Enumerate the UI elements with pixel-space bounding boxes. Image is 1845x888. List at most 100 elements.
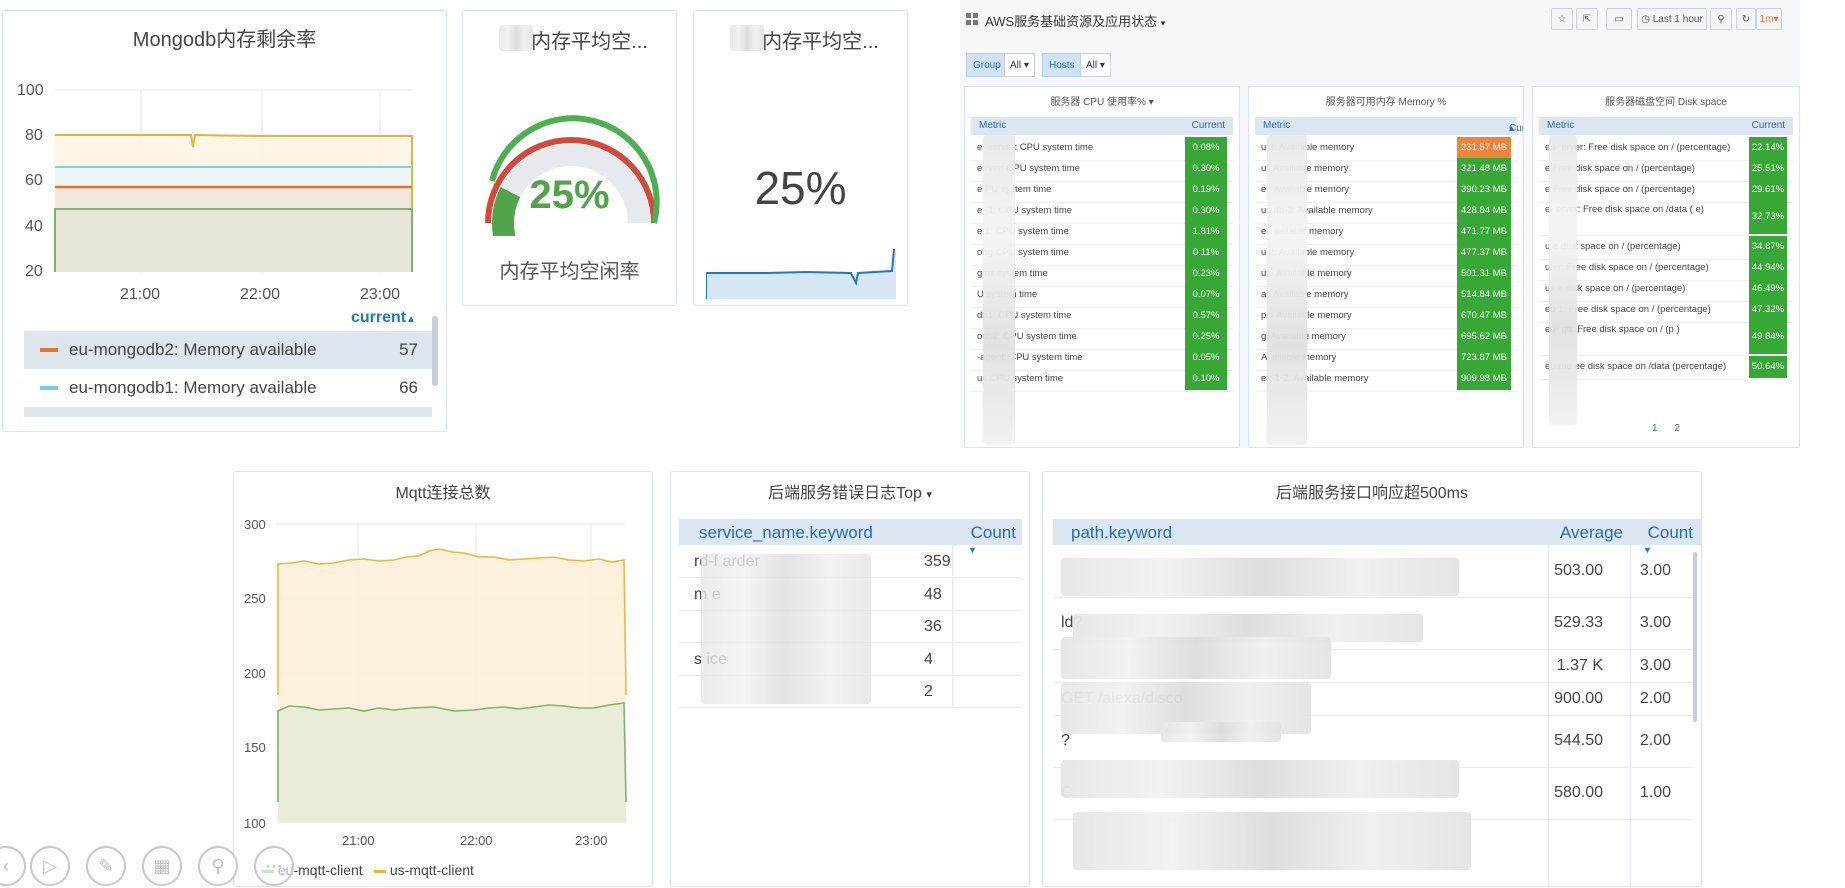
- table-row[interactable]: 2: [679, 675, 1022, 708]
- table-row[interactable]: e -server: CPU system time 0.08%: [971, 136, 1233, 161]
- stat-value: 25%: [754, 162, 847, 214]
- play-button[interactable]: ▷: [30, 846, 70, 886]
- panel-title[interactable]: Mqtt连接总数: [395, 485, 491, 502]
- metric-value: 1.81%: [1185, 221, 1227, 243]
- table-row[interactable]: eu- qtt: Free disk space on / (p ) 49.84%: [1539, 319, 1793, 356]
- metric-value: 0.23%: [1185, 263, 1227, 285]
- table-row[interactable]: 1.37 K 3.00: [1053, 649, 1693, 683]
- column-header-service[interactable]: service_name.keyword: [699, 523, 873, 542]
- page-2-link[interactable]: 2: [1674, 423, 1680, 434]
- metric-value: 909.98 MB: [1457, 368, 1511, 390]
- tv-mode-button[interactable]: ▭: [1606, 8, 1632, 30]
- column-header-average[interactable]: Average: [1559, 523, 1623, 542]
- mqtt-connections-chart[interactable]: 300 250 200 150 100 21:00 22:00 23:00: [234, 502, 654, 862]
- table-row[interactable]: e Free disk space on / (percentage) 29.61…: [1539, 178, 1793, 203]
- panel-title[interactable]: 内存平均空...: [762, 31, 879, 53]
- table-row[interactable]: e Free disk space on / (percentage) 25.51…: [1539, 157, 1793, 182]
- legend-row-partial: [24, 407, 432, 417]
- table-row[interactable]: eq-1-2: Available memory 909.98 MB: [1255, 367, 1517, 392]
- more-options-button[interactable]: ⋯: [254, 846, 294, 886]
- table-scrollbar[interactable]: [1693, 552, 1697, 722]
- table-row[interactable]: e- erver: Free disk space on /data ( e) 3…: [1539, 199, 1793, 236]
- legend-name: us-mqtt-client: [389, 862, 474, 878]
- metric-value: 0.10%: [1185, 368, 1227, 390]
- metric-name: e- erver: Free disk space on /data ( e): [1545, 204, 1704, 215]
- table-row[interactable]: us CPU system time 0.10%: [971, 367, 1233, 392]
- column-header-count[interactable]: Count: [1647, 523, 1693, 542]
- panel-title[interactable]: 服务器 CPU 使用率% ▾: [1050, 97, 1154, 108]
- memory-stat-panel: 内存平均空... 25%: [693, 10, 908, 306]
- metric-name: u 2: Available memory: [1261, 142, 1355, 153]
- panel-title[interactable]: 后端服务接口响应超500ms: [1275, 485, 1469, 502]
- column-header-metric[interactable]: Metric: [1263, 120, 1291, 131]
- table-row[interactable]: u er: Free disk space on / (percentage) 4…: [1539, 256, 1793, 281]
- gauge-threshold-arc: [485, 137, 657, 224]
- zoom-button[interactable]: ⚲: [198, 846, 238, 886]
- slow-api-panel: 后端服务接口响应超500ms path.keyword Average Coun…: [1042, 471, 1702, 888]
- table-row[interactable]: e -1: CPU system time 0.30%: [971, 199, 1233, 224]
- panel-title[interactable]: 内存平均空...: [531, 31, 648, 53]
- metric-value: 670.47 MB: [1457, 305, 1511, 327]
- zoom-out-button[interactable]: ⚲: [1710, 8, 1732, 30]
- table-row[interactable]: e rver: CPU system time 0.30%: [971, 157, 1233, 182]
- magnifier-icon: ⚲: [211, 856, 225, 876]
- y-tick: 200: [244, 666, 266, 681]
- table-row[interactable]: ong CPU system time 0.11%: [971, 241, 1233, 266]
- table-row[interactable]: u 2: Available memory 231.57 MB: [1255, 136, 1517, 161]
- column-header-metric[interactable]: Metric: [1547, 120, 1575, 131]
- table-row[interactable]: 503.00 3.00: [1053, 545, 1693, 598]
- sort-down-icon: ▼: [968, 545, 977, 555]
- time-picker[interactable]: ◷ Last 1 hour: [1637, 8, 1707, 30]
- refresh-button[interactable]: ↻: [1736, 8, 1756, 30]
- table-row[interactable]: eu-mo ee disk space on /data (percentage…: [1539, 355, 1793, 380]
- column-header-current[interactable]: Current: [1191, 120, 1225, 131]
- column-header-metric[interactable]: Metric: [979, 120, 1007, 131]
- table-row[interactable]: db1: CPU system time 0.57%: [971, 304, 1233, 329]
- column-header-count[interactable]: Count: [970, 523, 1016, 542]
- panel-title[interactable]: 服务器磁盘空间 Disk space: [1605, 97, 1727, 108]
- metric-name: db1: CPU system time: [977, 310, 1072, 321]
- dashboard-title[interactable]: AWS服务基础资源及应用状态 ▾: [985, 11, 1165, 30]
- legend-item[interactable]: us-mqtt-client: [374, 862, 474, 878]
- legend-row[interactable]: eu-mongodb1: Memory available 66: [24, 369, 432, 407]
- panel-title[interactable]: Mongodb内存剩余率: [132, 29, 317, 51]
- table-row[interactable]: u 2: Available memory 477.37 MB: [1255, 241, 1517, 266]
- table-row[interactable]: e 1: CPU system time 1.81%: [971, 220, 1233, 245]
- table-row[interactable]: eu- erver: Free disk space on / (percent…: [1539, 136, 1793, 161]
- variable-select-group[interactable]: All ▾: [1004, 53, 1035, 77]
- mongodb-memory-chart[interactable]: 100 80 60 40 20 21:00 22:00 23:00: [3, 61, 448, 361]
- metric-value: 321.48 MB: [1457, 158, 1511, 180]
- slides-grid-button[interactable]: ▦: [142, 846, 182, 886]
- previous-slide-button[interactable]: ‹: [0, 846, 26, 886]
- refresh-interval[interactable]: 1m▾: [1756, 8, 1782, 30]
- x-tick: 21:00: [342, 833, 375, 848]
- table-row[interactable]: us db-3: Available memory 428.84 MB: [1255, 199, 1517, 224]
- legend-name: eu-mongodb2: Memory available: [69, 340, 317, 359]
- clock-icon: ◷: [1641, 14, 1650, 25]
- pen-tool-button[interactable]: ✎: [86, 846, 126, 886]
- variable-select-hosts[interactable]: All ▾: [1080, 53, 1111, 77]
- table-row[interactable]: eu 1: Free disk space on / (percentage) 4…: [1539, 298, 1793, 323]
- column-header-current[interactable]: Current: [1751, 120, 1785, 131]
- metric-name: u e disk space on / (percentage): [1545, 241, 1681, 252]
- panel-title[interactable]: 服务器可用内存 Memory %: [1325, 97, 1447, 108]
- table-row[interactable]: -agent: CPU system time 0.05%: [971, 346, 1233, 371]
- table-row[interactable]: u e disk space on / (percentage) 34.87%: [1539, 235, 1793, 260]
- legend-sort-header[interactable]: current▲: [351, 309, 416, 327]
- table-row[interactable]: odb2: CPU system time 0.25%: [971, 325, 1233, 350]
- gauge-label: 内存平均空闲率: [499, 261, 640, 283]
- page-1-link[interactable]: 1: [1652, 423, 1658, 434]
- panel-title[interactable]: 后端服务错误日志Top ▾: [671, 479, 1029, 503]
- table-row[interactable]: us e disk space on / (percentage) 46.49%: [1539, 277, 1793, 302]
- legend-name: eu-mongodb1: Memory available: [69, 378, 317, 397]
- legend-scrollbar[interactable]: [432, 316, 438, 386]
- share-button[interactable]: ⇱: [1576, 8, 1598, 30]
- y-tick: 100: [17, 82, 44, 99]
- x-tick: 22:00: [460, 833, 493, 848]
- redacted-service-names: [701, 554, 871, 704]
- legend-row[interactable]: eu-mongodb2: Memory available 57: [24, 331, 432, 369]
- star-button[interactable]: ☆: [1551, 8, 1573, 30]
- column-header-path[interactable]: path.keyword: [1071, 523, 1173, 542]
- dashboard-grid-icon: [966, 13, 978, 25]
- chevron-left-icon: ‹: [3, 856, 9, 876]
